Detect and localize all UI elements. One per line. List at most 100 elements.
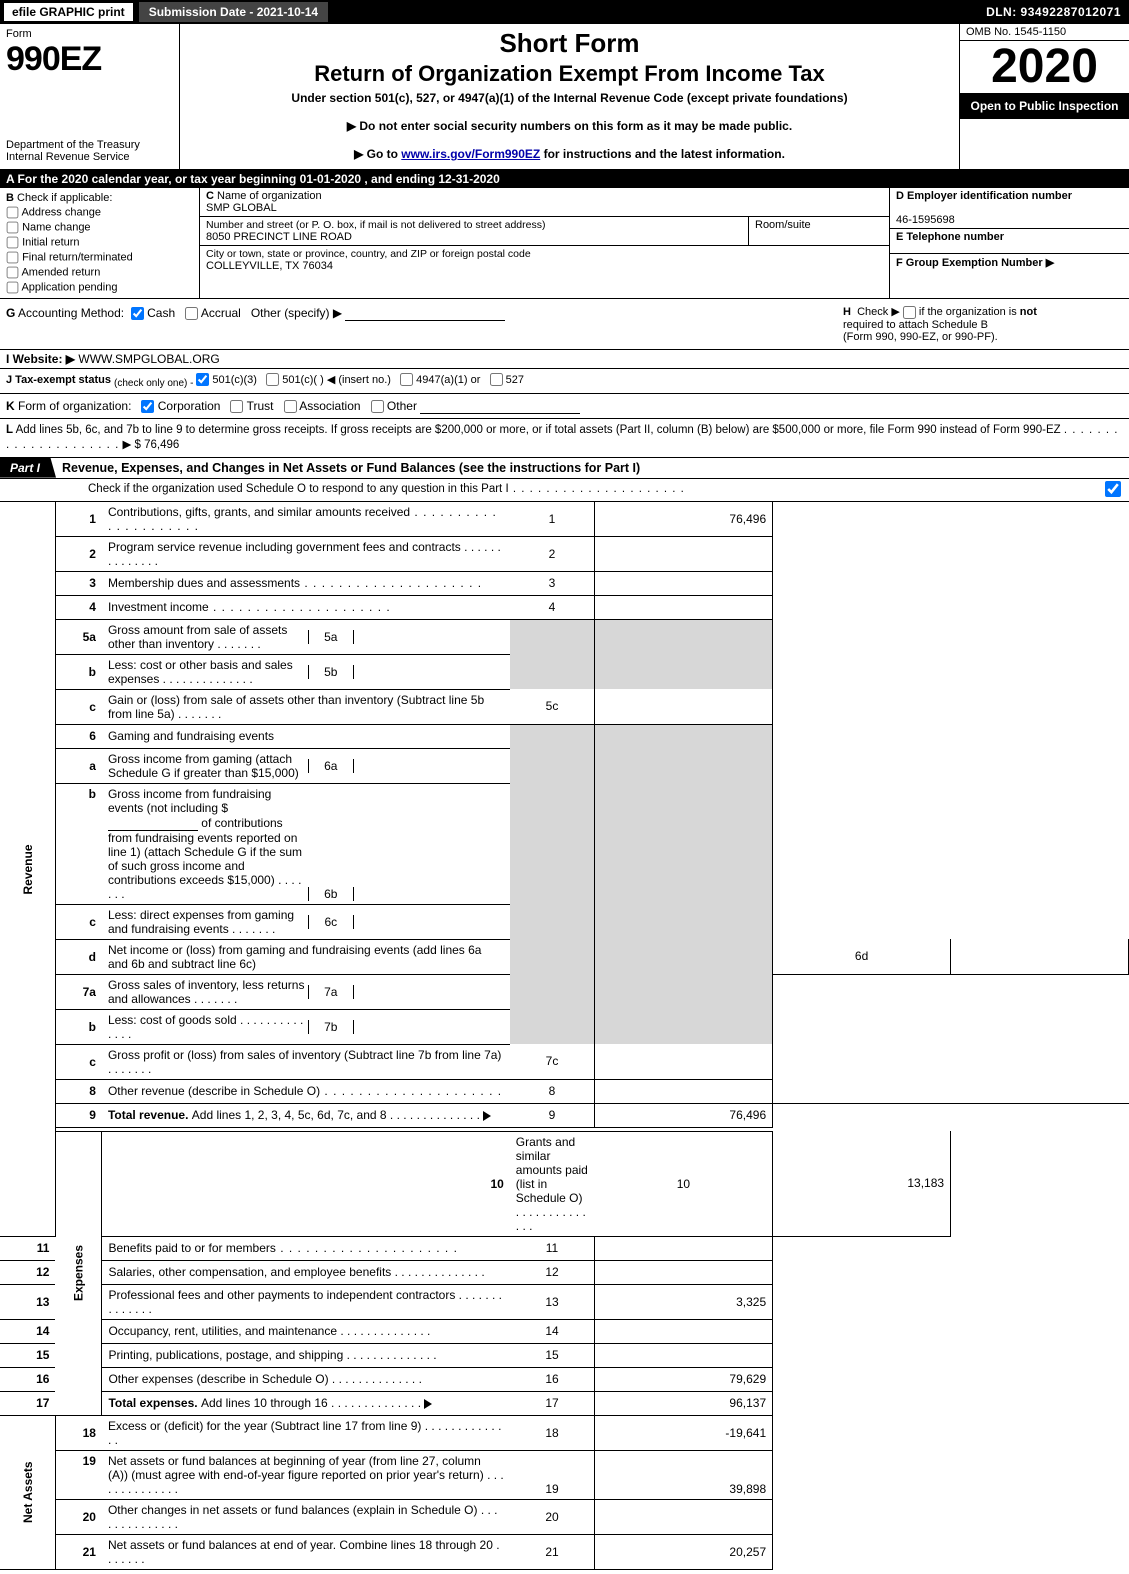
- ln2-val: [595, 536, 773, 571]
- line-7a: 7a Gross sales of inventory, less return…: [0, 974, 1129, 1009]
- city-cell: City or town, state or province, country…: [200, 246, 889, 274]
- ln7ab-shade: [510, 974, 595, 1044]
- ln6d-num: d: [55, 939, 102, 974]
- check-schedule-o[interactable]: [1105, 481, 1121, 497]
- check-name-change[interactable]: Name change: [6, 221, 193, 234]
- ln1-val: 76,496: [595, 502, 773, 537]
- l-arrow: ▶: [122, 439, 131, 451]
- ln19-val: 39,898: [595, 1450, 773, 1499]
- goto-pre: ▶ Go to: [354, 147, 401, 161]
- ln4-col: 4: [510, 595, 595, 619]
- ln5c-val: [595, 689, 773, 724]
- ln7a-minival: [354, 985, 504, 999]
- accounting-method: G Accounting Method: Cash Accrual Other …: [6, 305, 843, 343]
- check-schedule-b[interactable]: [903, 306, 916, 319]
- form-number: 990EZ: [6, 40, 173, 79]
- ln7b-minival: [354, 1020, 504, 1034]
- part1-dots: [509, 483, 685, 495]
- lbl-association: Association: [299, 399, 360, 413]
- ln14-text: Occupancy, rent, utilities, and maintena…: [108, 1324, 337, 1338]
- ln2-text: Program service revenue including govern…: [108, 540, 461, 554]
- lbl-application-pending: Application pending: [21, 281, 117, 293]
- website-line: I Website: ▶ WWW.SMPGLOBAL.ORG: [0, 350, 1129, 369]
- ln2-num: 2: [55, 536, 102, 571]
- ln9-val: 76,496: [595, 1103, 773, 1127]
- ln15-num: 15: [0, 1343, 55, 1367]
- check-association[interactable]: [284, 400, 297, 413]
- ln21-col: 21: [510, 1534, 595, 1569]
- irs-link[interactable]: www.irs.gov/Form990EZ: [401, 147, 540, 161]
- efile-print-button[interactable]: efile GRAPHIC print: [4, 3, 133, 21]
- ln5ab-shadeval: [595, 619, 773, 689]
- check-final-return[interactable]: Final return/terminated: [6, 251, 193, 264]
- title-link-line: ▶ Go to www.irs.gov/Form990EZ for instru…: [188, 147, 951, 161]
- check-accrual[interactable]: [185, 307, 198, 320]
- header-left: Form 990EZ Department of the Treasury In…: [0, 24, 180, 169]
- ln6b-amount-input[interactable]: [108, 815, 198, 831]
- goto-post: for instructions and the latest informat…: [540, 147, 785, 161]
- ln18-text: Excess or (deficit) for the year (Subtra…: [108, 1419, 421, 1433]
- ln14-col: 14: [510, 1319, 595, 1343]
- ln16-col: 16: [510, 1367, 595, 1391]
- check-cash[interactable]: [131, 307, 144, 320]
- line-12: 12 Salaries, other compensation, and emp…: [0, 1260, 1129, 1284]
- check-initial-return[interactable]: Initial return: [6, 236, 193, 249]
- l-line: L Add lines 5b, 6c, and 7b to line 9 to …: [0, 419, 1129, 458]
- other-org-input[interactable]: [420, 398, 580, 414]
- check-corporation[interactable]: [141, 400, 154, 413]
- ln17-val: 96,137: [595, 1391, 773, 1415]
- check-amended-return[interactable]: Amended return: [6, 266, 193, 279]
- other-specify-input[interactable]: [345, 305, 505, 321]
- check-application-pending[interactable]: Application pending: [6, 281, 193, 294]
- h-label: H: [843, 306, 851, 318]
- check-trust[interactable]: [230, 400, 243, 413]
- tab-expenses: Expenses: [55, 1131, 102, 1415]
- ln17-num: 17: [0, 1391, 55, 1415]
- part1-title: Revenue, Expenses, and Changes in Net As…: [56, 461, 1129, 475]
- tax-exempt-status-line: J Tax-exempt status (check only one) - 5…: [0, 369, 1129, 394]
- ln7ab-shadeval: [595, 974, 773, 1044]
- ln6c-num: c: [55, 904, 102, 939]
- addr-label: Number and street (or P. O. box, if mail…: [206, 219, 545, 231]
- check-other-org[interactable]: [371, 400, 384, 413]
- dln-label: DLN: 93492287012071: [986, 5, 1129, 19]
- h-check-pre: Check ▶: [857, 306, 900, 318]
- ln6b-text1: Gross income from fundraising events (no…: [108, 787, 271, 815]
- lbl-other: Other (specify) ▶: [251, 306, 342, 320]
- ln1-col: 1: [510, 502, 595, 537]
- tab-revenue: Revenue: [0, 502, 55, 1237]
- ln8-col: 8: [510, 1079, 595, 1103]
- line-7c: c Gross profit or (loss) from sales of i…: [0, 1044, 1129, 1079]
- ln13-num: 13: [0, 1284, 55, 1319]
- line-19: 19 Net assets or fund balances at beginn…: [0, 1450, 1129, 1499]
- ln11-val: [595, 1236, 773, 1260]
- ln3-val: [595, 571, 773, 595]
- org-name: SMP GLOBAL: [206, 202, 277, 214]
- ln11-num: 11: [0, 1236, 55, 1260]
- ln17-col: 17: [510, 1391, 595, 1415]
- ln19-text: Net assets or fund balances at beginning…: [108, 1454, 484, 1482]
- lbl-4947a1: 4947(a)(1) or: [416, 374, 480, 386]
- k-line: K Form of organization: Corporation Trus…: [0, 394, 1129, 419]
- ln5a-mini: 5a: [308, 630, 354, 644]
- check-501c[interactable]: [266, 373, 279, 386]
- check-4947a1[interactable]: [400, 373, 413, 386]
- line-21: 21 Net assets or fund balances at end of…: [0, 1534, 1129, 1569]
- part1-tab: Part I: [0, 458, 56, 478]
- ln6-num: 6: [55, 724, 102, 748]
- addr-value: 8050 PRECINCT LINE ROAD: [206, 231, 352, 243]
- title-subtitle: Under section 501(c), 527, or 4947(a)(1)…: [188, 91, 951, 105]
- ln8-text: Other revenue (describe in Schedule O): [108, 1084, 320, 1098]
- ln6c-minival: [354, 915, 504, 929]
- check-address-change[interactable]: Address change: [6, 206, 193, 219]
- ln20-col: 20: [510, 1499, 595, 1534]
- h-not: not: [1020, 306, 1037, 318]
- website-value: WWW.SMPGLOBAL.ORG: [78, 352, 219, 366]
- omb-number: OMB No. 1545-1150: [960, 24, 1129, 41]
- website-label: I Website: ▶: [6, 352, 75, 366]
- ln5c-col: 5c: [510, 689, 595, 724]
- check-501c3[interactable]: [196, 373, 209, 386]
- lbl-cash: Cash: [147, 306, 175, 320]
- check-527[interactable]: [490, 373, 503, 386]
- c-label: C: [206, 190, 214, 202]
